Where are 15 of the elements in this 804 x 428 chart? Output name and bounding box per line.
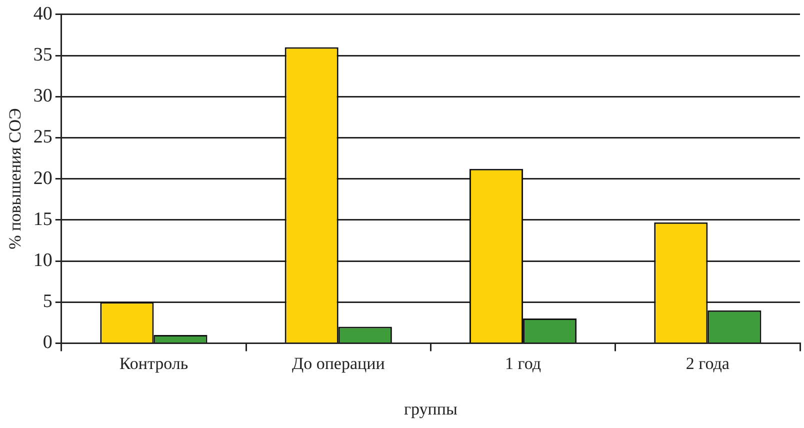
x-tick-label: До операции	[292, 354, 385, 373]
y-tick-label: 0	[42, 332, 52, 354]
y-tick-label: 20	[33, 168, 52, 189]
x-tick-label: 1 год	[505, 354, 542, 373]
y-tick-label: 35	[33, 44, 52, 66]
x-tick-label: 2 года	[686, 354, 730, 373]
y-tick-label: 40	[33, 3, 52, 24]
x-axis-title: группы	[404, 399, 458, 418]
y-axis-title: % повышения СОЭ	[6, 108, 25, 250]
y-tick-label: 5	[42, 291, 52, 312]
x-tick-label: Контроль	[119, 354, 188, 373]
y-tick-label: 30	[33, 86, 52, 107]
y-tick-label: 10	[33, 250, 52, 271]
y-tick-label: 15	[33, 208, 52, 230]
y-tick-label: 25	[33, 126, 52, 148]
